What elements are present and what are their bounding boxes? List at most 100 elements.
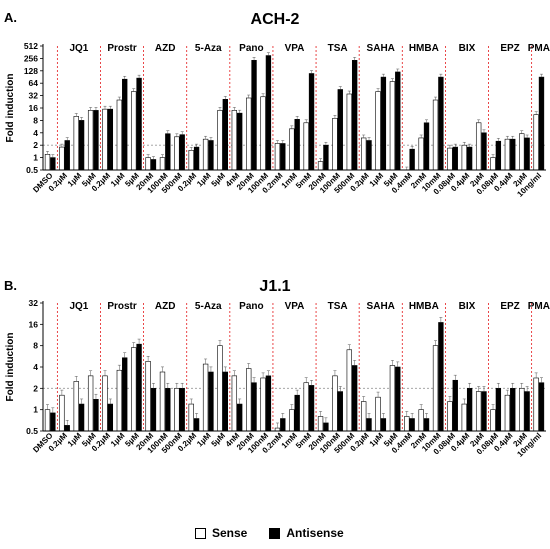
bar-sense	[159, 371, 166, 432]
y-tick-label: 128	[24, 66, 38, 76]
bar-antisense	[78, 403, 85, 432]
bar-antisense	[179, 134, 185, 171]
bar-sense	[188, 150, 194, 171]
bar-sense	[174, 388, 180, 432]
chart-title: J1.1	[259, 278, 290, 295]
bar-sense	[332, 117, 338, 171]
x-tick-label: 1µM	[109, 431, 127, 449]
y-tick-label: 1	[33, 153, 38, 163]
bar-antisense	[495, 388, 502, 432]
bar-antisense	[438, 322, 444, 432]
y-tick-label: 16	[29, 103, 39, 113]
x-tick-label: 1µM	[368, 171, 386, 189]
bar-sense	[447, 401, 453, 432]
y-tick-label: 2	[33, 140, 38, 150]
y-tick-label: 64	[29, 78, 39, 88]
bar-sense	[231, 375, 238, 432]
bar-sense	[102, 375, 108, 432]
bar-sense	[145, 361, 151, 432]
bar-sense	[303, 382, 309, 432]
bar-antisense	[251, 60, 257, 171]
y-tick-label: 8	[33, 341, 38, 351]
bar-sense	[418, 137, 424, 171]
bar-antisense	[136, 343, 142, 432]
panel-letter: B.	[4, 278, 17, 293]
bar-sense	[246, 368, 252, 432]
bar-sense	[59, 394, 65, 432]
y-tick-label: 0.5	[26, 165, 38, 175]
bar-antisense	[265, 375, 272, 432]
bar-sense	[375, 91, 381, 171]
bar-sense	[274, 143, 281, 171]
x-tick-label: 1µM	[195, 171, 213, 189]
bar-antisense	[423, 122, 430, 171]
bar-sense	[202, 138, 209, 171]
group-label: EPZ	[500, 301, 519, 312]
bar-antisense	[510, 388, 516, 432]
bar-sense	[246, 97, 252, 171]
group-label: JQ1	[69, 301, 88, 312]
bar-antisense	[323, 144, 329, 171]
legend-swatch-antisense	[269, 527, 281, 539]
y-tick-label: 8	[33, 115, 38, 125]
bar-antisense	[122, 78, 128, 171]
bar-sense	[131, 91, 137, 171]
bar-antisense	[93, 399, 99, 432]
bar-antisense	[452, 379, 458, 432]
group-label: SAHA	[367, 43, 395, 54]
bar-sense	[217, 110, 223, 171]
bar-antisense	[50, 157, 56, 171]
x-tick-label: 5µM	[210, 431, 228, 449]
bar-antisense	[280, 143, 286, 171]
bar-antisense	[452, 146, 458, 171]
bar-sense	[202, 363, 209, 432]
bar-sense	[332, 375, 338, 432]
bar-antisense	[308, 73, 315, 171]
bar-antisense	[409, 418, 415, 432]
group-label: Pano	[239, 301, 263, 312]
bar-antisense	[150, 159, 157, 171]
bar-sense	[87, 375, 94, 432]
bar-sense	[145, 157, 151, 171]
bar-antisense	[122, 357, 128, 432]
bar-antisense	[107, 403, 114, 432]
bar-antisense	[165, 133, 171, 171]
bar-antisense	[265, 55, 272, 171]
bar-antisense	[423, 418, 430, 432]
bar-sense	[59, 146, 65, 171]
bar-antisense	[136, 77, 142, 171]
group-label: HMBA	[409, 301, 439, 312]
legend: Sense Antisense	[195, 526, 344, 540]
bar-sense	[317, 161, 324, 171]
bar-sense	[432, 345, 439, 432]
group-label: 5-Aza	[195, 43, 222, 54]
bar-antisense	[510, 138, 516, 171]
bar-antisense	[351, 365, 358, 432]
chart-panel-2: B. J1.1 Fold induction JQ1 Prostr AZD 5-Aza Pan…	[4, 278, 550, 459]
bar-sense	[188, 403, 194, 432]
bar-sense	[490, 409, 496, 432]
bar-sense	[317, 416, 324, 432]
group-label: BIX	[459, 43, 476, 54]
bar-antisense	[538, 76, 545, 171]
bar-antisense	[466, 146, 473, 171]
bar-antisense	[366, 418, 372, 432]
x-tick-label: 1µM	[368, 431, 386, 449]
bar-antisense	[294, 394, 300, 432]
bar-antisense	[222, 99, 228, 171]
y-tick-label: 0.5	[26, 426, 38, 436]
y-tick-label: 512	[24, 41, 38, 51]
bar-antisense	[366, 140, 372, 171]
bar-sense	[87, 110, 94, 171]
bar-sense	[116, 99, 123, 171]
bar-antisense	[208, 371, 214, 432]
bar-antisense	[466, 388, 473, 432]
bar-sense	[389, 365, 396, 432]
panel-letter: A.	[4, 10, 17, 25]
bar-sense	[260, 377, 266, 432]
bar-sense	[289, 128, 295, 171]
bar-antisense	[323, 422, 329, 432]
bar-sense	[533, 377, 539, 432]
x-tick-label: 1µM	[66, 171, 84, 189]
bar-sense	[519, 388, 525, 432]
